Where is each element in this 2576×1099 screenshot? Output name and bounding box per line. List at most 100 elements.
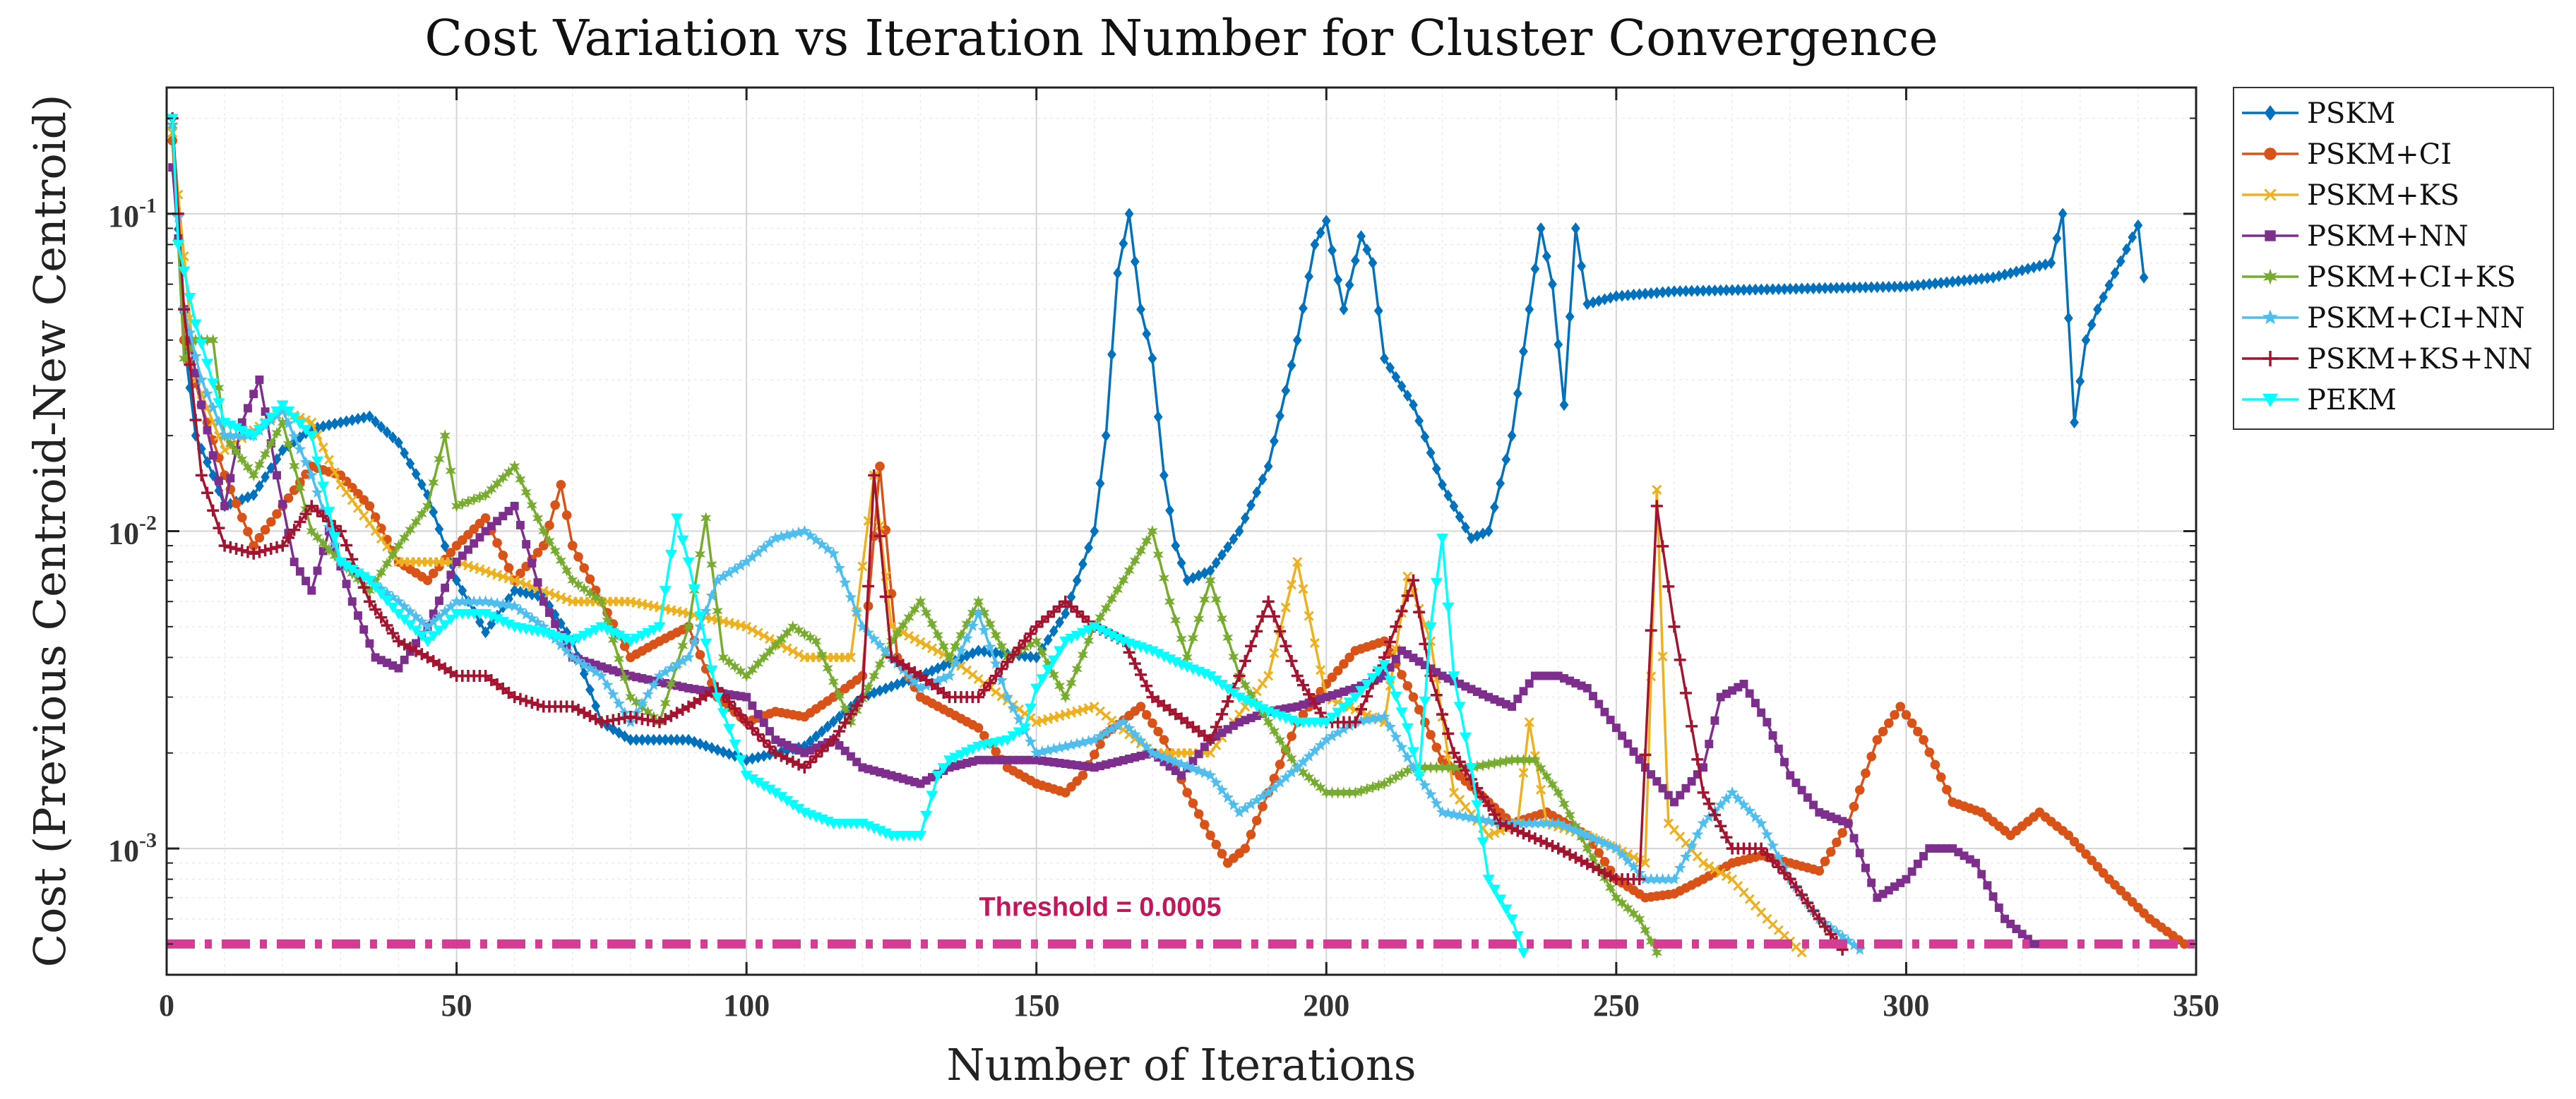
- data-point: [972, 691, 985, 704]
- data-point: [434, 523, 444, 536]
- data-point: [1988, 271, 1998, 284]
- data-point: [1490, 501, 1499, 514]
- data-point: [763, 740, 776, 753]
- data-point: [1651, 946, 1663, 959]
- data-point: [2012, 265, 2021, 278]
- data-point: [2133, 219, 2143, 232]
- data-point: [213, 415, 225, 427]
- data-point: [868, 469, 881, 481]
- data-point: [1698, 284, 1708, 297]
- data-point: [1372, 666, 1385, 678]
- data-point: [1402, 389, 1412, 402]
- series-layer: [167, 112, 2190, 959]
- data-point: [734, 709, 747, 722]
- data-point: [1826, 812, 1835, 822]
- data-point: [388, 661, 398, 670]
- data-point: [712, 604, 723, 618]
- data-point: [1791, 282, 1801, 295]
- data-point: [441, 583, 450, 592]
- data-point: [479, 595, 492, 607]
- data-point: [903, 611, 914, 624]
- data-point: [979, 606, 990, 619]
- data-point: [457, 497, 468, 510]
- data-point: [1600, 293, 1609, 306]
- data-point: [717, 708, 729, 719]
- data-point: [607, 687, 619, 699]
- data-point: [1419, 696, 1431, 707]
- data-point: [439, 605, 451, 617]
- data-point: [2000, 914, 2009, 923]
- data-point: [1043, 634, 1053, 647]
- data-point: [823, 720, 833, 733]
- data-point: [515, 473, 526, 486]
- data-point: [1368, 257, 1378, 270]
- data-point: [1124, 208, 1134, 220]
- data-point: [874, 658, 886, 671]
- data-point: [1326, 730, 1338, 742]
- data-point: [1361, 714, 1373, 726]
- data-point: [295, 567, 304, 576]
- data-point: [1287, 731, 1296, 741]
- data-point: [1345, 685, 1354, 695]
- data-point: [1710, 716, 1719, 725]
- data-point: [1349, 716, 1361, 728]
- data-point: [1848, 939, 1860, 951]
- data-point: [445, 464, 457, 477]
- data-point: [2034, 260, 2044, 272]
- data-point: [1054, 741, 1066, 753]
- data-point: [230, 543, 243, 555]
- data-point: [1054, 646, 1066, 657]
- data-point: [2070, 416, 2079, 429]
- data-point: [301, 469, 311, 479]
- data-point: [1511, 824, 1524, 837]
- data-point: [1577, 681, 1586, 690]
- data-point: [734, 559, 747, 571]
- data-point: [1517, 827, 1530, 840]
- data-point: [764, 634, 775, 644]
- data-point: [1328, 691, 1337, 700]
- data-point: [1657, 540, 1669, 553]
- data-point: [1778, 867, 1791, 879]
- data-point: [1513, 695, 1522, 704]
- data-point: [393, 539, 405, 552]
- data-point: [561, 510, 572, 520]
- data-point: [678, 683, 687, 692]
- data-point: [439, 429, 451, 443]
- data-point: [1755, 842, 1767, 855]
- data-point: [1235, 718, 1244, 727]
- data-point: [1269, 648, 1280, 659]
- data-point: [178, 352, 190, 365]
- data-point: [1779, 282, 1789, 295]
- data-point: [729, 660, 741, 673]
- data-point: [746, 551, 758, 563]
- data-point: [1140, 680, 1153, 692]
- data-point: [2098, 867, 2109, 878]
- data-point: [220, 501, 229, 510]
- data-point: [984, 677, 996, 690]
- data-point: [1592, 834, 1605, 846]
- data-point: [1246, 499, 1256, 512]
- data-point: [1111, 633, 1124, 644]
- data-point: [816, 538, 828, 550]
- data-point: [525, 697, 538, 709]
- data-point: [1467, 685, 1476, 694]
- data-point: [253, 425, 266, 436]
- data-point: [2017, 264, 2027, 277]
- data-point: [1830, 925, 1843, 937]
- data-point: [532, 548, 543, 558]
- data-point: [619, 641, 630, 651]
- data-point: [1339, 659, 1349, 669]
- data-point: [446, 548, 456, 558]
- data-point: [1599, 856, 1610, 867]
- data-point: [422, 620, 434, 632]
- data-point: [787, 620, 799, 633]
- data-point: [195, 339, 208, 350]
- data-point: [638, 674, 647, 683]
- data-point: [1215, 708, 1228, 721]
- data-point: [2046, 257, 2056, 270]
- data-point: [1215, 680, 1228, 691]
- data-point: [218, 429, 231, 441]
- data-point: [382, 426, 392, 438]
- data-point: [1460, 521, 1470, 534]
- data-point: [1135, 668, 1147, 681]
